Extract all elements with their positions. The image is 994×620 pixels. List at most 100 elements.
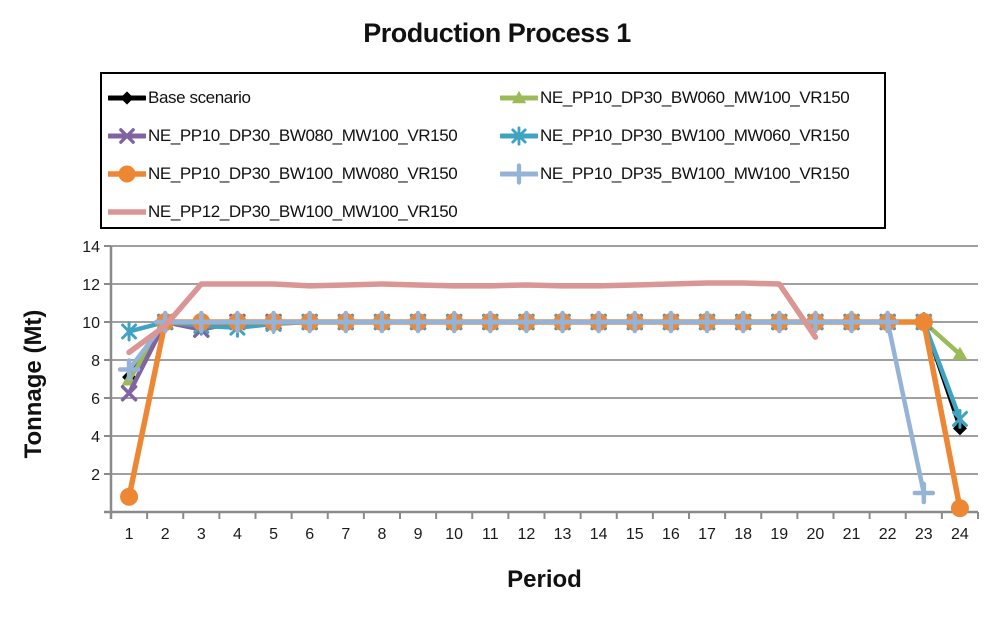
plus-marker-icon [298,310,321,334]
legend-swatch [500,90,538,104]
plus-marker-icon [912,481,936,505]
plus-marker-icon [731,310,755,334]
x-tick-label: 15 [626,526,644,543]
series-3 [121,312,968,429]
x-tick-label: 14 [590,526,608,543]
legend-label: NE_PP12_DP30_BW100_MW100_VR150 [148,202,458,221]
x-tick-label: 19 [770,526,788,543]
series-line [126,280,819,356]
plus-marker-icon [479,310,502,334]
legend-swatch [108,128,146,144]
plus-marker-icon [406,310,430,334]
x-tick-label: 20 [807,526,825,543]
legend-label: NE_PP10_DP35_BW100_MW100_VR150 [540,164,850,183]
x-tick-label: 23 [915,526,933,543]
y-tick-label: 4 [91,429,100,446]
y-tick-label: 12 [82,277,100,294]
asterisk-marker-icon [511,126,527,146]
legend-swatch [500,126,538,146]
legend-item: Base scenario [108,87,500,109]
x-tick-label: 22 [879,526,897,543]
plus-marker-icon [876,310,899,334]
legend-item: NE_PP10_DP30_BW100_MW080_VR150 [108,163,500,185]
legend-label: NE_PP10_DP30_BW080_MW100_VR150 [148,126,458,145]
y-tick-label: 10 [82,315,100,332]
legend-label: NE_PP10_DP30_BW100_MW060_VR150 [540,126,850,145]
plus-marker-icon [695,310,719,334]
diamond-marker-icon [120,91,134,105]
x-marker-icon [120,385,138,402]
legend-item: NE_PP12_DP30_BW100_MW100_VR150 [108,201,500,223]
legend: Base scenario NE_PP10_DP30_BW060_MW100_VR… [100,72,886,229]
legend-item: NE_PP10_DP30_BW060_MW100_VR150 [500,87,884,109]
legend-label: NE_PP10_DP30_BW100_MW080_VR150 [148,164,458,183]
circle-marker-icon [118,165,136,183]
y-tick-label: 6 [91,391,100,408]
x-axis-title: Period [507,566,582,593]
legend-item: NE_PP10_DP30_BW100_MW060_VR150 [500,125,884,147]
plus-marker-icon [840,310,863,334]
y-tick-label: 2 [91,467,100,484]
series-4 [120,313,969,518]
plus-marker-icon [587,310,610,334]
asterisk-marker-icon [951,408,968,429]
plus-marker-icon [334,310,358,334]
legend-item: NE_PP10_DP35_BW100_MW100_VR150 [500,163,884,185]
plus-marker-icon [442,310,466,334]
x-tick-label: 17 [698,526,716,543]
plus-marker-icon [508,163,530,185]
x-tick-label: 7 [341,526,350,543]
legend-swatch [108,165,146,183]
plus-marker-icon [190,310,213,334]
x-tick-label: 4 [233,526,242,543]
plus-marker-icon [551,310,574,334]
x-tick-label: 5 [269,526,278,543]
legend-item: NE_PP10_DP30_BW080_MW100_VR150 [108,125,500,147]
x-tick-label: 10 [445,526,463,543]
plus-marker-icon [623,310,647,334]
triangle-marker-icon [511,90,527,104]
series-line [126,319,963,422]
x-tick-label: 18 [734,526,752,543]
x-tick-label: 16 [662,526,680,543]
plus-marker-icon [515,310,538,334]
x-tick-label: 24 [951,526,969,543]
plus-marker-icon [262,310,285,334]
series-line [126,319,963,383]
triangle-marker-icon [952,346,968,360]
x-tick-label: 3 [197,526,206,543]
legend-label: NE_PP10_DP30_BW060_MW100_VR150 [540,88,850,107]
series-line [127,320,962,431]
series-5 [117,310,936,505]
series-0 [122,315,967,436]
legend-swatch [500,163,538,185]
plus-marker-icon [226,310,249,334]
x-tick-label: 9 [414,526,423,543]
y-tick-label: 14 [82,239,100,256]
x-tick-label: 2 [161,526,170,543]
x-tick-label: 11 [482,526,499,543]
circle-marker-icon [914,313,933,331]
y-axis-title: Tonnage (Mt) [20,309,47,459]
plus-marker-icon [659,310,683,334]
legend-label: Base scenario [148,88,251,107]
x-tick-label: 6 [305,526,314,543]
series-line [126,319,963,511]
series-line [126,319,927,496]
y-tick-label: 8 [91,353,100,370]
chart-title: Production Process 1 [363,18,631,48]
legend-swatch [108,91,146,105]
x-tick-label: 12 [518,526,536,543]
plus-marker-icon [804,310,827,334]
x-tick-label: 13 [554,526,572,543]
x-tick-label: 21 [843,526,861,543]
circle-marker-icon [950,499,969,518]
circle-marker-icon [120,487,139,506]
series-6 [126,280,819,356]
x-tick-label: 8 [377,526,386,543]
asterisk-marker-icon [121,321,138,342]
legend-swatch [108,209,146,215]
x-tick-label: 1 [125,526,134,543]
